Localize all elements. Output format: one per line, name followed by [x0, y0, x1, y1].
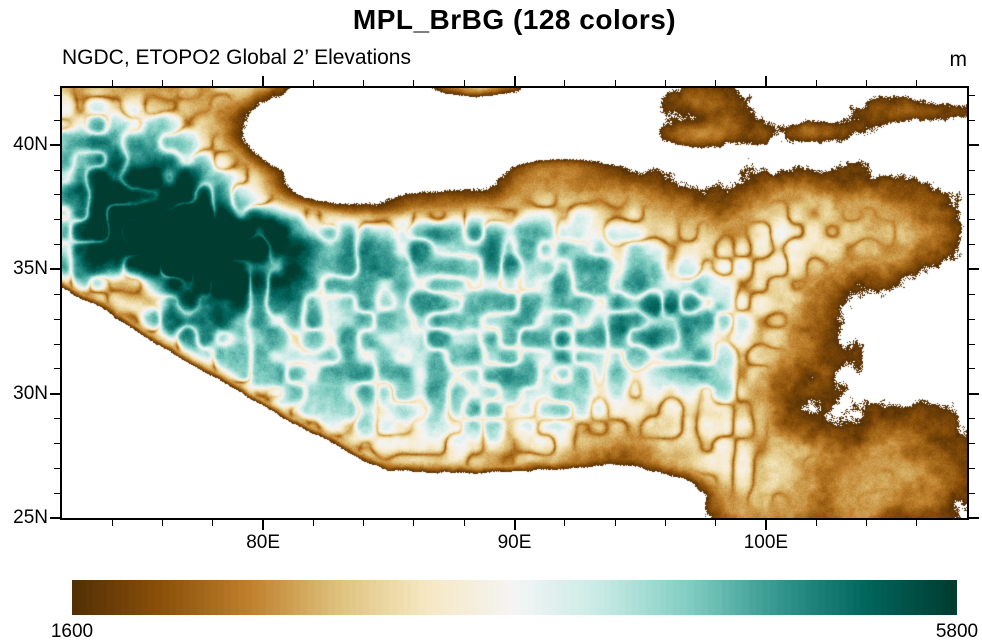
x-tick-label: 90E	[497, 532, 532, 553]
colorbar-min-label: 1600	[50, 621, 94, 642]
y-major-tick	[50, 268, 60, 271]
y-minor-tick	[969, 442, 975, 444]
x-minor-tick	[564, 520, 566, 526]
y-tick-label: 30N	[13, 382, 48, 404]
x-minor-tick	[212, 520, 214, 526]
y-minor-tick	[969, 219, 975, 221]
x-minor-tick	[664, 520, 666, 526]
y-minor-tick	[969, 119, 975, 121]
y-tick-label: 40N	[13, 134, 48, 156]
y-minor-tick	[969, 169, 975, 171]
x-minor-tick	[312, 520, 314, 526]
x-minor-tick	[715, 520, 717, 526]
y-minor-tick	[969, 368, 975, 370]
x-minor-tick	[111, 520, 113, 526]
y-tick-label: 35N	[13, 258, 48, 280]
y-minor-tick	[969, 194, 975, 196]
y-major-tick	[50, 517, 60, 519]
x-major-tick	[764, 520, 767, 530]
x-minor-tick	[162, 520, 164, 526]
y-minor-tick	[969, 418, 975, 420]
x-major-tick	[513, 520, 516, 530]
y-major-tick	[969, 517, 979, 519]
units-label: m	[949, 48, 968, 71]
x-major-tick	[262, 76, 265, 86]
colorbar-max-label: 5800	[935, 621, 979, 642]
y-major-tick	[50, 392, 60, 395]
y-minor-tick	[969, 492, 975, 494]
x-minor-tick	[363, 520, 365, 526]
x-minor-tick	[463, 520, 465, 526]
y-major-tick	[969, 144, 979, 147]
y-minor-tick	[969, 467, 975, 469]
map-plot-frame	[60, 86, 969, 520]
y-major-tick	[50, 144, 60, 147]
x-minor-tick	[614, 520, 616, 526]
elevation-heatmap-canvas	[62, 88, 967, 518]
x-tick-label: 80E	[246, 532, 281, 553]
x-major-tick	[262, 520, 265, 530]
x-minor-tick	[916, 520, 918, 526]
y-tick-label: 25N	[13, 507, 48, 528]
y-minor-tick	[969, 293, 975, 295]
y-minor-tick	[969, 244, 975, 246]
y-major-tick	[969, 392, 979, 395]
x-major-tick	[513, 76, 516, 86]
y-minor-tick	[969, 94, 975, 96]
y-minor-tick	[969, 318, 975, 320]
y-major-tick	[969, 268, 979, 271]
x-minor-tick	[865, 520, 867, 526]
chart-title: MPL_BrBG (128 colors)	[352, 4, 677, 35]
x-major-tick	[764, 76, 767, 86]
x-minor-tick	[815, 520, 817, 526]
chart-subtitle: NGDC, ETOPO2 Global 2’ Elevations	[62, 46, 411, 69]
colorbar-canvas	[72, 580, 957, 615]
x-tick-label: 100E	[743, 532, 789, 553]
x-minor-tick	[413, 520, 415, 526]
y-minor-tick	[969, 343, 975, 345]
